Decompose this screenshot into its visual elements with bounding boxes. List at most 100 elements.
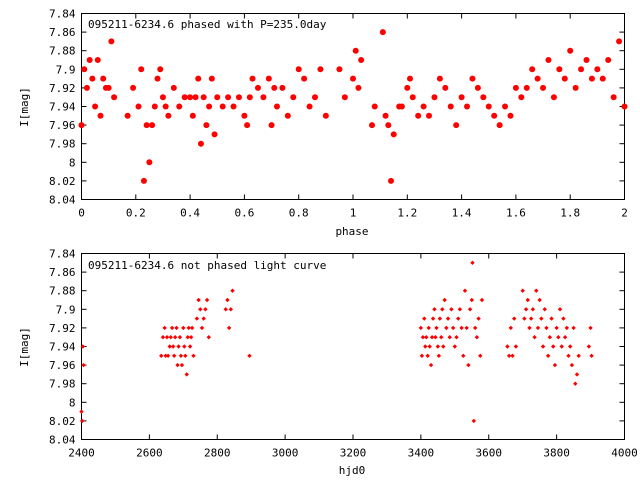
data-point — [189, 112, 196, 119]
data-point — [513, 344, 519, 349]
x-tick-label: 1.4 — [452, 207, 472, 220]
data-point — [94, 57, 101, 63]
data-point — [358, 57, 365, 63]
data-point — [426, 112, 433, 119]
data-point — [79, 409, 84, 414]
data-point — [423, 344, 428, 349]
data-point — [254, 84, 261, 91]
data-point — [527, 325, 532, 331]
data-point — [566, 353, 571, 358]
data-point — [594, 66, 601, 73]
data-point — [588, 325, 593, 331]
data-point — [562, 335, 568, 340]
y-tick-label: 7.86 — [49, 26, 76, 39]
data-point — [336, 66, 343, 73]
data-point — [284, 112, 291, 119]
data-point — [135, 103, 142, 110]
x-tick-label: 4000 — [611, 447, 638, 460]
data-point — [228, 307, 234, 312]
data-point — [507, 112, 514, 119]
data-point — [599, 75, 606, 82]
y-tick-label: 7.96 — [49, 119, 76, 132]
data-point — [177, 335, 183, 340]
x-tick-label: 0.2 — [126, 207, 146, 220]
data-point — [355, 84, 362, 91]
data-point — [508, 325, 514, 331]
x-tick-label: 1.6 — [506, 207, 526, 220]
data-point — [105, 84, 112, 91]
data-point — [567, 47, 574, 54]
data-point — [569, 362, 575, 368]
y-tick-label: 7.94 — [49, 101, 76, 114]
y-tick-label: 8.02 — [49, 175, 76, 188]
y-tick-label: 7.9 — [56, 63, 76, 76]
x-tick-label: 3400 — [408, 447, 435, 460]
data-point — [211, 131, 218, 138]
y-tick-label: 8 — [69, 156, 76, 169]
data-point — [175, 362, 180, 368]
data-point — [246, 94, 253, 101]
data-point — [197, 140, 204, 147]
data-point — [545, 353, 551, 358]
data-point — [436, 353, 442, 358]
data-point — [472, 325, 478, 331]
data-point — [149, 122, 156, 129]
data-point — [89, 75, 96, 82]
data-point — [437, 316, 443, 321]
data-point — [512, 316, 517, 321]
data-point — [450, 325, 456, 331]
x-tick-label: 0.4 — [180, 207, 200, 220]
data-point — [379, 29, 386, 36]
data-point — [532, 335, 537, 340]
y-axis-label: I[mag] — [18, 87, 31, 127]
data-point — [183, 353, 188, 358]
data-point — [172, 335, 178, 340]
x-axis-label: hjd0 — [339, 464, 366, 477]
data-point — [80, 344, 86, 349]
data-point — [111, 94, 118, 101]
data-point — [586, 344, 592, 349]
data-point — [165, 112, 172, 119]
data-point — [422, 316, 427, 321]
y-tick-label: 7.96 — [49, 359, 76, 372]
chart-title: 095211-6234.6 phased with P=235.0day — [88, 18, 327, 31]
unphased-light-curve-panel: 095211-6234.6 not phased light curve hjd… — [18, 248, 638, 478]
data-point — [534, 75, 541, 82]
data-point — [444, 325, 449, 331]
data-point — [176, 344, 181, 349]
data-point — [564, 325, 570, 331]
x-tick-label: 2400 — [68, 447, 95, 460]
data-point — [485, 103, 492, 110]
x-tick-label: 1.2 — [397, 207, 417, 220]
data-point — [206, 103, 213, 110]
data-point — [535, 325, 541, 331]
y-tick-label: 7.94 — [49, 341, 76, 354]
data-point — [510, 353, 515, 358]
data-point — [474, 335, 480, 340]
data-point — [214, 94, 221, 101]
data-point — [523, 307, 529, 312]
x-tick-label: 3000 — [272, 447, 299, 460]
data-point — [442, 84, 449, 91]
data-point — [551, 344, 556, 349]
data-point — [435, 344, 441, 349]
data-point — [561, 316, 566, 321]
data-point — [279, 84, 286, 91]
data-point — [462, 288, 468, 293]
x-tick-label: 2800 — [204, 447, 231, 460]
data-point — [352, 47, 359, 54]
data-point — [208, 75, 215, 82]
data-point — [260, 94, 267, 101]
data-point — [195, 75, 202, 82]
data-point — [552, 362, 558, 368]
data-point — [388, 177, 395, 184]
data-point — [159, 94, 166, 101]
tick-group: 0 0.2 0.4 0.6 0.8 1 1.2 1.4 1.6 1.8 2 7.84 7.86 7.88 7… — [49, 8, 628, 220]
data-point — [491, 112, 498, 119]
data-point — [124, 112, 131, 119]
data-point — [610, 94, 617, 101]
tick-group: 2400 2600 2800 3000 3200 3400 3600 3800 4000 7.84… — [49, 248, 638, 460]
data-point — [189, 325, 195, 331]
data-point — [589, 353, 594, 358]
data-point — [409, 94, 416, 101]
